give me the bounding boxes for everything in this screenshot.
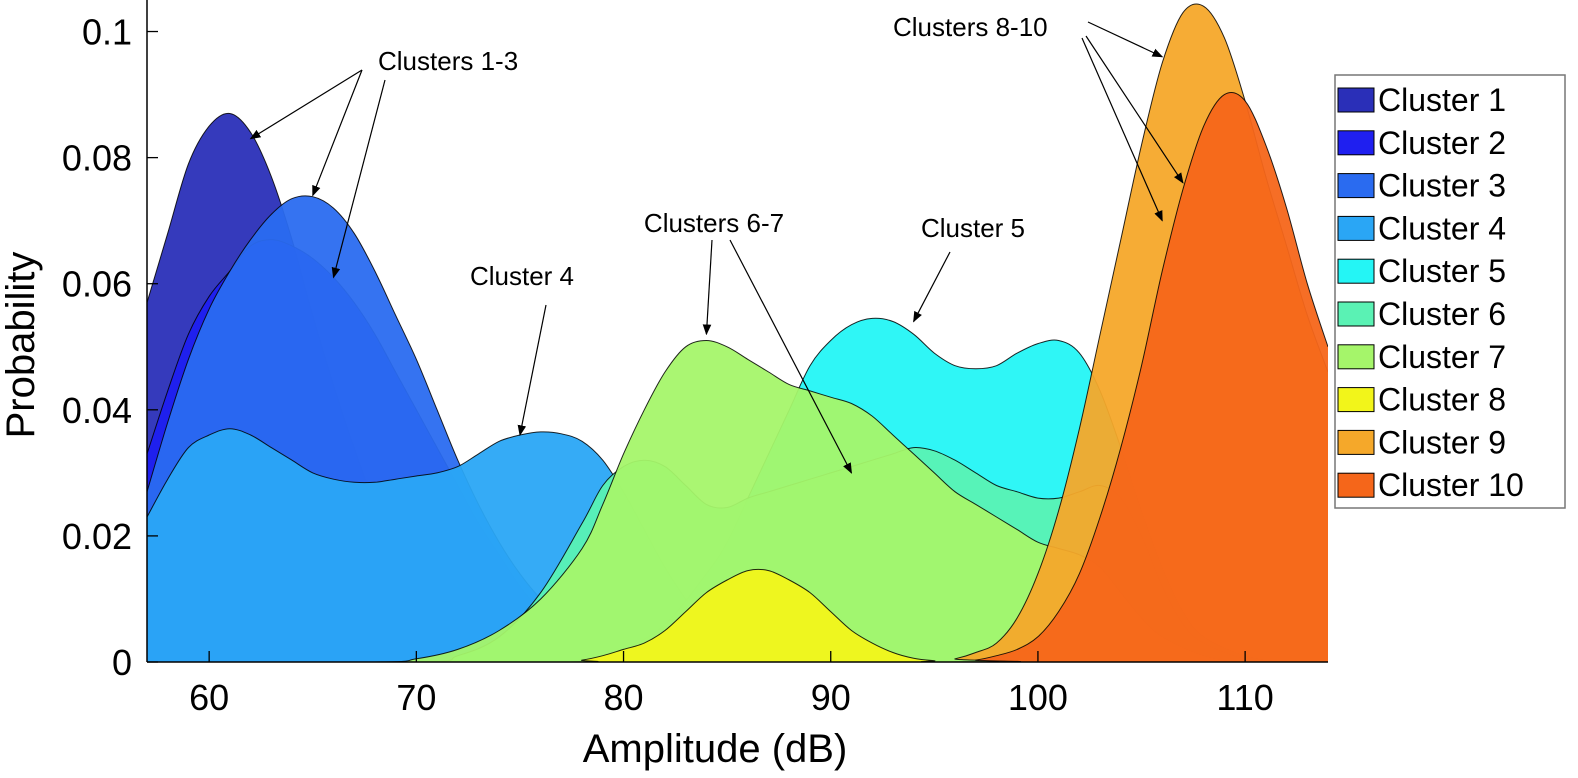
cluster-10-area xyxy=(147,92,1328,662)
annotation-label: Clusters 1-3 xyxy=(378,46,518,76)
legend-swatch xyxy=(1337,472,1375,498)
legend-label: Cluster 10 xyxy=(1378,467,1524,503)
cluster-7-area xyxy=(147,340,1328,662)
legend-swatch xyxy=(1337,429,1375,455)
annotation-arrow xyxy=(729,239,852,474)
annotation-arrow xyxy=(1087,21,1164,58)
legend-swatch xyxy=(1337,215,1375,241)
y-tick-label: 0.08 xyxy=(62,138,132,179)
annotation-arrow xyxy=(1081,37,1163,222)
cluster-8-outline xyxy=(147,568,1328,662)
legend-label: Cluster 9 xyxy=(1378,424,1506,460)
cluster-areas xyxy=(147,3,1328,662)
x-tick-label: 70 xyxy=(396,677,436,718)
cluster-8-area xyxy=(147,569,1328,662)
legend-label: Cluster 4 xyxy=(1378,210,1506,246)
annotation-arrow xyxy=(702,239,713,336)
legend-label: Cluster 1 xyxy=(1378,82,1506,118)
annotation-label: Cluster 4 xyxy=(470,261,574,291)
y-tick-label: 0.04 xyxy=(62,390,132,431)
legend: Cluster 1 Cluster 2 Cluster 3 Cluster 4 Clus… xyxy=(1334,74,1566,509)
y-tick-label: 0.02 xyxy=(62,516,132,557)
annotation-arrow xyxy=(517,304,547,437)
annotation-arrow xyxy=(249,69,363,140)
legend-swatch xyxy=(1337,258,1375,284)
cluster-4-area xyxy=(147,428,1328,662)
legend-swatch xyxy=(1337,87,1375,113)
annotation-arrow xyxy=(913,251,951,323)
annotation-arrow xyxy=(1085,35,1184,184)
x-tick-label: 90 xyxy=(811,677,851,718)
legend-label: Cluster 2 xyxy=(1378,125,1506,161)
y-tick-label: 0 xyxy=(112,642,132,683)
annotation-label: Clusters 6-7 xyxy=(644,208,784,238)
legend-label: Cluster 3 xyxy=(1378,168,1506,204)
legend-swatch xyxy=(1337,301,1375,327)
y-tick-label: 0.06 xyxy=(62,264,132,305)
x-tick-label: 60 xyxy=(189,677,229,718)
x-ticks: 60 70 80 90 100 110 xyxy=(189,651,1274,718)
legend-label: Cluster 5 xyxy=(1378,253,1506,289)
legend-swatch xyxy=(1337,344,1375,370)
annotation-arrow xyxy=(312,69,363,197)
legend-swatch xyxy=(1337,387,1375,413)
legend-swatch xyxy=(1337,130,1375,156)
y-axis-label: Probability xyxy=(0,252,43,439)
x-axis-label: Amplitude (dB) xyxy=(583,727,848,771)
legend-label: Cluster 8 xyxy=(1378,382,1506,418)
y-tick-label: 0.1 xyxy=(82,12,132,53)
y-ticks: 0 0.02 0.04 0.06 0.08 0.1 xyxy=(62,12,158,683)
annotation-label: Cluster 5 xyxy=(921,213,1025,243)
legend-swatch xyxy=(1337,173,1375,199)
x-tick-label: 100 xyxy=(1008,677,1068,718)
annotation-arrow xyxy=(331,79,386,279)
legend-label: Cluster 7 xyxy=(1378,339,1506,375)
annotation-label: Clusters 8-10 xyxy=(893,12,1048,42)
legend-label: Cluster 6 xyxy=(1378,296,1506,332)
x-tick-label: 110 xyxy=(1216,677,1273,718)
annotations: Clusters 1-3 Cluster 4 Clusters 6-7 Cluster… xyxy=(249,12,1184,474)
x-tick-label: 80 xyxy=(604,677,644,718)
